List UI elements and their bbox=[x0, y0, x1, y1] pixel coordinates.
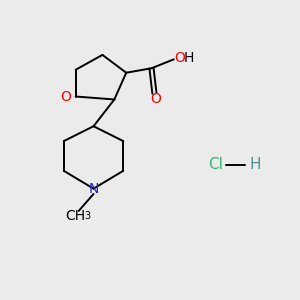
Text: N: N bbox=[88, 182, 99, 196]
Text: H: H bbox=[250, 158, 261, 172]
Text: CH: CH bbox=[66, 209, 86, 223]
Text: O: O bbox=[151, 92, 161, 106]
Text: 3: 3 bbox=[84, 211, 90, 221]
Text: Cl: Cl bbox=[208, 158, 223, 172]
Text: H: H bbox=[183, 51, 194, 65]
Text: O: O bbox=[174, 51, 185, 65]
Text: O: O bbox=[61, 89, 72, 103]
